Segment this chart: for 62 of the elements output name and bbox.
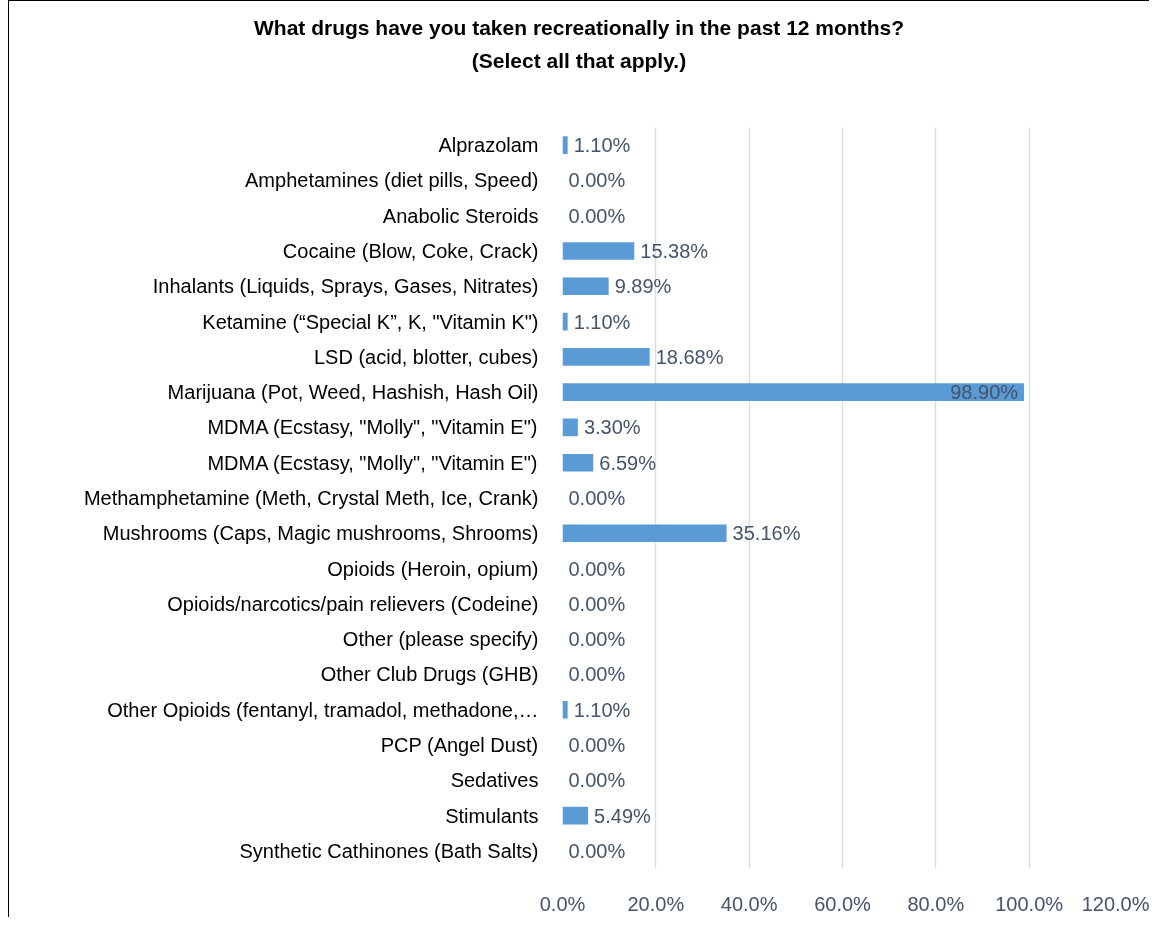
bar xyxy=(562,277,609,296)
y-tick-label: Sedatives xyxy=(450,769,539,792)
bar xyxy=(562,453,594,472)
x-tick-label: 60.0% xyxy=(814,892,872,915)
x-tick-label: 100.0% xyxy=(995,892,1064,915)
y-tick-label: Mushrooms (Caps, Magic mushrooms, Shrooms) xyxy=(102,522,539,545)
data-label: 6.59% xyxy=(599,451,657,474)
x-tick-label: 40.0% xyxy=(720,892,778,915)
y-tick-label: MDMA (Ecstasy, "Molly", "Vitamin E") xyxy=(207,451,538,474)
x-tick-label: 80.0% xyxy=(907,892,965,915)
data-label: 0.00% xyxy=(568,663,626,686)
data-label: 3.30% xyxy=(583,416,641,439)
chart-title: What drugs have you taken recreationally in the past 12 months? xyxy=(254,15,904,41)
data-label: 18.68% xyxy=(655,345,724,368)
data-label: 0.00% xyxy=(568,839,626,862)
y-tick-label: Opioids/narcotics/pain relievers (Codeine) xyxy=(167,592,539,615)
y-tick-label: Alprazolam xyxy=(438,134,539,157)
y-tick-label: Anabolic Steroids xyxy=(382,204,539,227)
data-label: 1.10% xyxy=(573,310,631,333)
bar xyxy=(562,242,635,260)
data-label: 9.89% xyxy=(614,275,672,298)
y-tick-label: LSD (acid, blotter, cubes) xyxy=(313,345,539,368)
x-tick-label: 0.0% xyxy=(539,892,586,915)
data-label: 0.00% xyxy=(568,734,626,756)
data-label: 0.00% xyxy=(568,169,626,192)
bar xyxy=(562,136,568,154)
y-tick-label: Ketamine (“Special K”, K, "Vitamin K") xyxy=(202,310,539,333)
data-label: 98.90% xyxy=(950,381,1019,404)
data-label: 15.38% xyxy=(640,240,709,262)
bar xyxy=(562,348,650,366)
y-tick-label: Cocaine (Blow, Coke, Crack) xyxy=(282,240,539,262)
y-tick-label: Other Opioids (fentanyl, tramadol, methadone,… xyxy=(107,698,539,721)
y-tick-label: Opioids (Heroin, opium) xyxy=(327,557,539,580)
y-tick-label: Amphetamines (diet pills, Speed) xyxy=(245,169,539,192)
data-label: 5.49% xyxy=(594,804,652,827)
data-label: 0.00% xyxy=(568,769,626,792)
data-label: 0.00% xyxy=(568,204,626,227)
data-label: 35.16% xyxy=(732,522,801,545)
y-tick-label: Other (please specify) xyxy=(342,628,539,651)
x-tick-label: 120.0% xyxy=(1081,892,1150,915)
data-label: 1.10% xyxy=(573,134,631,157)
data-label: 0.00% xyxy=(568,557,626,580)
data-label: 0.00% xyxy=(568,487,626,509)
y-tick-label: Methamphetamine (Meth, Crystal Meth, Ice, Crank) xyxy=(83,487,539,509)
bar xyxy=(562,312,568,331)
y-tick-label: Inhalants (Liquids, Sprays, Gases, Nitrates) xyxy=(152,275,539,298)
bar xyxy=(562,418,578,437)
bar xyxy=(562,700,568,719)
y-tick-label: PCP (Angel Dust) xyxy=(380,734,539,756)
y-tick-label: Other Club Drugs (GHB) xyxy=(320,663,539,686)
bar xyxy=(562,806,589,825)
data-label: 0.00% xyxy=(568,628,626,651)
chart-subtitle: (Select all that apply.) xyxy=(471,48,687,74)
bar xyxy=(562,524,727,543)
y-tick-label: MDMA (Ecstasy, "Molly", "Vitamin E") xyxy=(207,416,538,439)
y-tick-label: Marijuana (Pot, Weed, Hashish, Hash Oil) xyxy=(167,381,539,404)
x-tick-label: 20.0% xyxy=(627,892,685,915)
y-tick-label: Stimulants xyxy=(445,804,539,827)
data-label: 1.10% xyxy=(573,698,631,721)
data-label: 0.00% xyxy=(568,592,626,615)
bar xyxy=(562,383,1025,401)
y-tick-label: Synthetic Cathinones (Bath Salts) xyxy=(239,839,539,862)
